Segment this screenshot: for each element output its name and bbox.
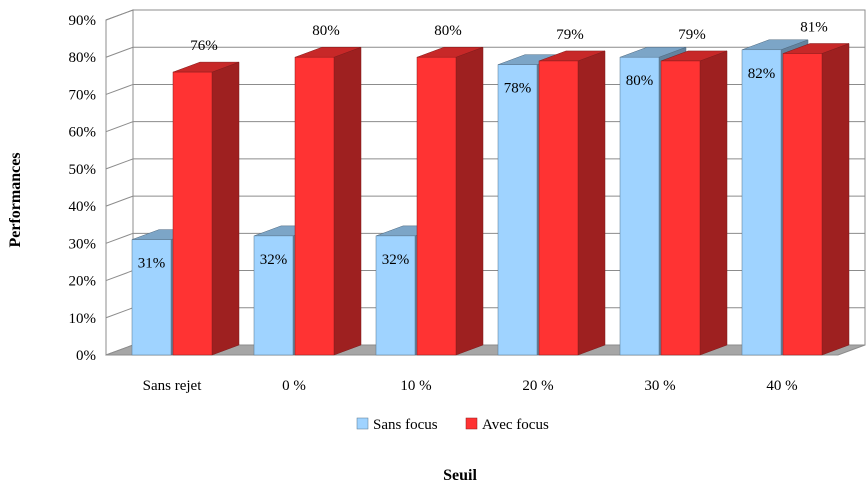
x-tick-label: 10 % xyxy=(400,378,431,394)
y-tick-label: 10% xyxy=(69,311,97,327)
y-tick-label: 60% xyxy=(69,125,97,141)
side-wall xyxy=(105,9,134,356)
data-label-avec-focus: 81% xyxy=(800,20,828,36)
data-label-avec-focus: 80% xyxy=(434,23,462,39)
y-tick-label: 70% xyxy=(69,87,97,103)
legend-label: Avec focus xyxy=(482,417,549,433)
data-label-sans-focus: 80% xyxy=(626,73,654,89)
data-label-avec-focus: 80% xyxy=(312,23,340,39)
legend-swatch xyxy=(465,417,478,430)
x-tick-label: 40 % xyxy=(766,378,797,394)
bar-avec-focus xyxy=(782,43,850,356)
data-label-avec-focus: 79% xyxy=(556,27,584,43)
data-label-avec-focus: 76% xyxy=(190,38,218,54)
data-label-avec-focus: 79% xyxy=(678,27,706,43)
bar-avec-focus xyxy=(172,61,240,356)
bar-avec-focus xyxy=(294,46,362,356)
data-label-sans-focus: 78% xyxy=(504,81,532,97)
bar-avec-focus xyxy=(538,50,606,356)
x-tick-label: Sans rejet xyxy=(143,378,203,394)
y-tick-label: 50% xyxy=(69,162,97,178)
y-tick-label: 80% xyxy=(69,50,97,66)
bar-avec-focus xyxy=(416,46,484,356)
legend-item: Avec focus xyxy=(465,417,549,433)
data-label-sans-focus: 82% xyxy=(748,66,776,82)
y-tick-label: 20% xyxy=(69,274,97,290)
legend-item: Sans focus xyxy=(356,417,438,433)
x-tick-label: 20 % xyxy=(522,378,553,394)
y-tick-label: 0% xyxy=(76,348,96,364)
gridline xyxy=(105,46,865,58)
y-tick-label: 90% xyxy=(69,13,97,29)
y-tick-label: 40% xyxy=(69,199,97,215)
data-label-sans-focus: 32% xyxy=(260,252,288,268)
x-axis-title: Seuil xyxy=(443,467,477,484)
legend-label: Sans focus xyxy=(373,417,438,433)
x-tick-label: 30 % xyxy=(644,378,675,394)
data-label-sans-focus: 31% xyxy=(138,256,166,272)
bar-avec-focus xyxy=(660,50,728,356)
data-label-sans-focus: 32% xyxy=(382,252,410,268)
y-tick-label: 30% xyxy=(69,236,97,252)
y-axis-title: Performances xyxy=(7,152,24,247)
legend-swatch xyxy=(356,417,369,430)
gridline xyxy=(105,9,865,21)
x-tick-label: 0 % xyxy=(282,378,306,394)
